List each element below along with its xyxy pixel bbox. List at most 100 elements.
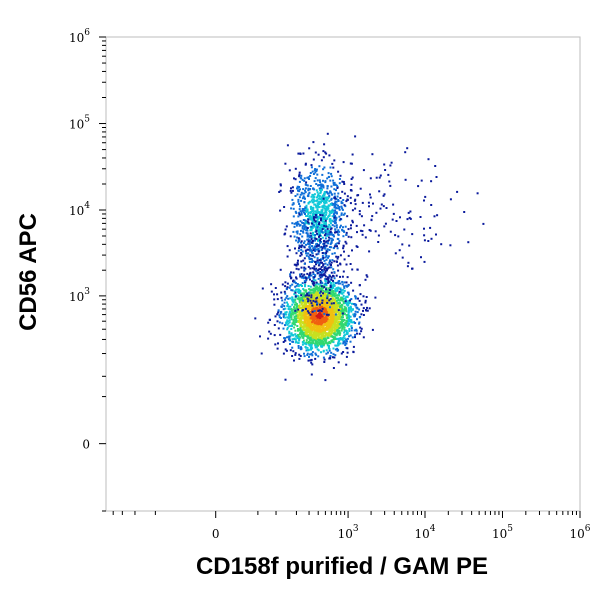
data-point xyxy=(313,169,316,172)
data-point xyxy=(317,336,320,339)
y-tick-label: 104 xyxy=(69,201,90,218)
data-point xyxy=(321,231,324,234)
data-point xyxy=(334,292,337,295)
data-point xyxy=(350,236,353,239)
data-point xyxy=(343,183,346,185)
data-point xyxy=(270,283,273,286)
data-point xyxy=(329,284,332,287)
data-point xyxy=(329,326,332,329)
data-point xyxy=(331,304,334,307)
data-point xyxy=(299,324,302,327)
data-point xyxy=(339,316,341,319)
data-point xyxy=(330,292,333,295)
data-point xyxy=(328,340,331,343)
data-point xyxy=(304,187,307,190)
data-point xyxy=(299,331,302,334)
data-point xyxy=(316,179,319,182)
data-point xyxy=(308,241,311,244)
data-point xyxy=(339,326,342,329)
data-point xyxy=(327,336,330,339)
data-point xyxy=(298,292,300,294)
data-point xyxy=(348,306,351,309)
data-point xyxy=(290,333,293,336)
data-point xyxy=(289,343,291,345)
data-point xyxy=(320,249,323,251)
data-point xyxy=(336,306,339,309)
data-point xyxy=(316,232,319,235)
data-point xyxy=(280,296,283,299)
data-point xyxy=(328,210,331,213)
data-point xyxy=(335,329,338,332)
data-point xyxy=(324,328,327,331)
data-point xyxy=(314,177,317,180)
data-point xyxy=(305,184,308,186)
data-point xyxy=(305,341,308,344)
data-point xyxy=(333,299,336,302)
data-point xyxy=(341,288,344,291)
data-point xyxy=(349,162,352,165)
data-point xyxy=(349,305,352,308)
data-point xyxy=(289,349,292,352)
data-point xyxy=(317,277,320,280)
data-point xyxy=(297,308,300,311)
data-point xyxy=(292,298,295,301)
data-point xyxy=(312,221,315,224)
data-point xyxy=(323,358,326,361)
data-point xyxy=(310,289,313,292)
data-point xyxy=(315,335,318,338)
data-point xyxy=(309,289,312,292)
data-point xyxy=(315,168,318,171)
data-point xyxy=(340,205,343,208)
data-point xyxy=(318,271,320,274)
data-point xyxy=(329,237,332,240)
data-point xyxy=(378,176,381,179)
data-point xyxy=(303,209,306,212)
data-point xyxy=(322,156,325,159)
data-point xyxy=(366,275,369,278)
data-point xyxy=(356,231,358,234)
data-point xyxy=(383,193,386,196)
data-point xyxy=(303,314,306,317)
data-point xyxy=(319,239,321,242)
data-point xyxy=(350,327,353,329)
data-point xyxy=(301,197,304,200)
data-point xyxy=(456,190,459,193)
data-point xyxy=(333,311,336,313)
data-point xyxy=(327,300,330,303)
data-point xyxy=(287,322,290,325)
data-point xyxy=(330,278,333,281)
data-point xyxy=(353,329,356,332)
data-point xyxy=(325,269,328,272)
data-point xyxy=(304,213,306,215)
data-point xyxy=(312,281,315,284)
data-point xyxy=(304,323,307,325)
data-point xyxy=(335,207,338,210)
data-point xyxy=(333,215,336,217)
data-point xyxy=(304,219,307,222)
data-point xyxy=(319,267,322,270)
data-point xyxy=(316,321,319,324)
data-point xyxy=(342,316,344,319)
data-point xyxy=(356,332,358,335)
data-point xyxy=(371,215,374,218)
data-point xyxy=(339,224,342,227)
data-point xyxy=(285,313,288,316)
data-point xyxy=(338,208,341,211)
data-point xyxy=(365,296,368,298)
data-point xyxy=(305,232,308,234)
data-point xyxy=(293,359,295,362)
data-point xyxy=(303,262,306,265)
data-point xyxy=(297,285,300,288)
data-point xyxy=(321,316,324,319)
data-point xyxy=(322,321,325,324)
data-point xyxy=(330,351,333,354)
data-point xyxy=(315,227,318,230)
data-point xyxy=(304,300,307,303)
data-point xyxy=(300,240,303,243)
data-point xyxy=(324,300,327,303)
data-point xyxy=(315,269,318,272)
data-point xyxy=(295,303,298,305)
data-point xyxy=(293,281,296,284)
data-point xyxy=(333,196,336,199)
data-point xyxy=(335,200,338,203)
